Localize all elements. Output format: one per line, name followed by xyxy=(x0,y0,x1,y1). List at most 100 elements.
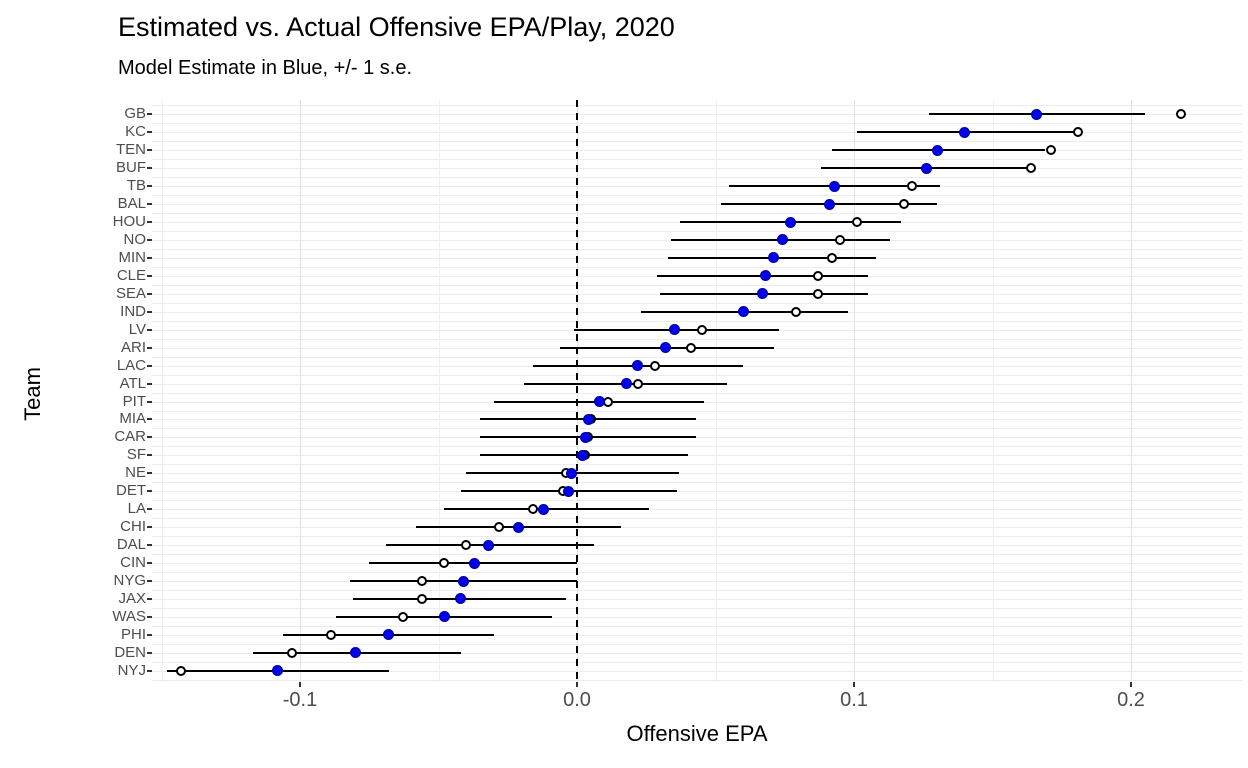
y-axis-tick xyxy=(147,490,152,493)
y-axis-team-label: DEN xyxy=(114,643,146,661)
model-estimate-point xyxy=(737,306,749,318)
h-gridline xyxy=(152,455,1242,457)
y-axis-team-label: PIT xyxy=(122,392,146,410)
y-axis-tick xyxy=(147,238,152,241)
h-gridline xyxy=(152,536,1242,538)
actual-epa-point xyxy=(813,288,823,299)
chart-subtitle: Model Estimate in Blue, +/- 1 s.e. xyxy=(118,57,413,79)
actual-epa-point xyxy=(813,270,823,281)
v-gridline-major xyxy=(300,100,301,682)
model-estimate-point xyxy=(668,324,680,336)
h-gridline xyxy=(152,670,1242,672)
actual-epa-point xyxy=(696,324,707,335)
y-axis-tick xyxy=(147,149,152,152)
y-axis-tick xyxy=(147,615,152,618)
actual-epa-point xyxy=(416,576,427,586)
h-gridline xyxy=(152,590,1242,591)
model-estimate-point xyxy=(757,288,769,300)
x-axis-tick xyxy=(299,682,301,687)
h-gridline xyxy=(152,661,1242,663)
x-axis-tick-label: 0.0 xyxy=(563,689,591,711)
h-gridline xyxy=(152,607,1242,609)
model-estimate-point xyxy=(563,485,575,497)
y-axis-tick xyxy=(147,651,152,654)
y-axis-team-label: BUF xyxy=(116,159,146,177)
y-axis-team-label: LAC xyxy=(116,356,146,374)
y-axis-team-label: CHI xyxy=(120,518,146,536)
actual-epa-point xyxy=(851,217,862,227)
v-gridline-minor xyxy=(716,100,717,682)
y-axis-team-label: GB xyxy=(124,105,146,123)
actual-epa-point xyxy=(790,306,801,317)
h-gridline xyxy=(152,168,1242,170)
y-axis-tick xyxy=(147,382,152,385)
model-estimate-point xyxy=(469,557,480,569)
y-axis-team-label: NO xyxy=(123,230,147,248)
h-gridline xyxy=(152,320,1242,322)
model-estimate-point xyxy=(959,126,971,138)
y-axis-team-label: SEA xyxy=(115,284,146,302)
actual-epa-point xyxy=(1045,145,1056,156)
x-axis-tick-label: 0.2 xyxy=(1117,689,1145,711)
y-axis-team-label: DAL xyxy=(116,536,146,554)
y-axis-tick xyxy=(147,508,152,511)
y-axis-team-label: CLE xyxy=(116,266,146,284)
y-axis-team-label: WAS xyxy=(112,607,146,625)
actual-epa-point xyxy=(461,540,472,551)
h-gridline xyxy=(152,545,1242,547)
h-gridline xyxy=(152,132,1242,134)
actual-epa-point xyxy=(907,181,918,192)
y-axis-team-label: PHI xyxy=(120,625,146,643)
y-axis-team-label: DET xyxy=(116,482,146,500)
y-axis-tick xyxy=(147,274,152,277)
h-gridline xyxy=(152,634,1242,636)
h-gridline xyxy=(152,679,1242,681)
h-gridline xyxy=(152,266,1242,268)
actual-epa-point xyxy=(632,378,643,389)
model-estimate-point xyxy=(931,144,943,156)
y-axis-team-label: HOU xyxy=(112,213,146,230)
actual-epa-point xyxy=(397,611,408,622)
actual-epa-point xyxy=(1026,163,1037,174)
y-axis-team-label: TB xyxy=(126,177,146,195)
model-estimate-point xyxy=(482,539,494,551)
model-estimate-point xyxy=(582,413,594,425)
h-gridline xyxy=(152,213,1242,214)
model-estimate-point xyxy=(776,234,788,246)
actual-epa-point xyxy=(826,252,837,263)
actual-epa-point xyxy=(439,558,449,569)
y-axis-tick xyxy=(147,633,152,636)
v-gridline-major xyxy=(1131,100,1132,682)
actual-epa-point xyxy=(685,342,696,353)
actual-epa-point xyxy=(835,234,846,245)
model-estimate-point xyxy=(349,647,361,659)
model-estimate-point xyxy=(593,396,605,407)
y-axis-team-label: MIN xyxy=(118,248,147,266)
h-gridline xyxy=(152,563,1242,564)
model-estimate-point xyxy=(823,198,835,210)
model-estimate-point xyxy=(272,665,284,677)
actual-epa-point xyxy=(527,504,538,515)
y-axis-tick xyxy=(147,418,152,421)
y-axis-tick xyxy=(147,221,152,223)
y-axis-tick xyxy=(147,544,152,547)
h-gridline xyxy=(152,231,1242,232)
y-axis-team-label: LV xyxy=(128,320,146,338)
model-estimate-point xyxy=(920,162,932,174)
h-gridline xyxy=(152,204,1242,205)
x-axis-tick-label: -0.1 xyxy=(282,689,318,711)
zero-reference-line xyxy=(576,100,578,682)
h-gridline xyxy=(152,338,1242,340)
h-gridline xyxy=(152,473,1242,475)
v-gridline-minor xyxy=(162,100,163,682)
y-axis-team-label: ARI xyxy=(120,338,146,356)
x-axis-tick-label: 0.1 xyxy=(840,689,868,711)
actual-epa-point xyxy=(416,593,427,604)
h-gridline xyxy=(152,482,1242,484)
y-axis-team-label: KC xyxy=(125,123,146,141)
y-axis-team-label: NYG xyxy=(113,572,146,589)
h-gridline xyxy=(152,356,1242,358)
chart-title: Estimated vs. Actual Offensive EPA/Play,… xyxy=(118,12,675,42)
h-gridline xyxy=(152,114,1242,116)
